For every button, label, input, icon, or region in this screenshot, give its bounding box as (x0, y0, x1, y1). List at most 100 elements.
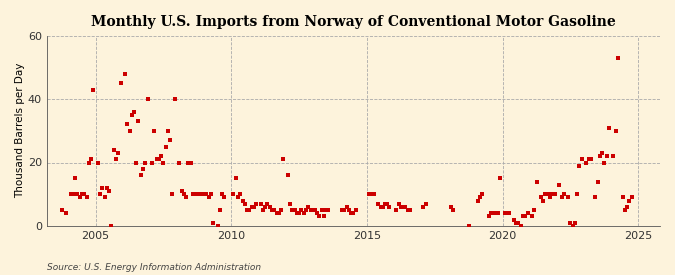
Point (341, 205, 352, 209)
Point (213, 224, 223, 228)
Point (205, 192, 216, 196)
Point (375, 205, 386, 209)
Point (404, 208, 415, 212)
Point (601, 154, 612, 158)
Point (106, 224, 117, 228)
Point (188, 192, 198, 196)
Point (173, 160, 184, 165)
Point (529, 208, 540, 212)
Y-axis label: Thousand Barrels per Day: Thousand Barrels per Day (15, 63, 25, 199)
Point (350, 208, 361, 212)
Point (520, 214, 531, 219)
Point (158, 160, 169, 165)
Point (522, 211, 533, 215)
Point (176, 189, 187, 193)
Point (233, 195, 244, 200)
Point (95, 192, 105, 196)
Point (612, 56, 623, 60)
Point (380, 202, 391, 206)
Point (86, 157, 97, 161)
Point (163, 129, 173, 133)
Point (472, 198, 483, 203)
Point (269, 208, 279, 212)
Point (448, 208, 458, 212)
Point (445, 205, 456, 209)
Point (620, 208, 630, 212)
Point (88, 87, 99, 92)
Point (81, 195, 92, 200)
Point (129, 110, 140, 114)
Point (97, 186, 108, 190)
Point (558, 192, 569, 196)
Point (531, 179, 542, 184)
Point (298, 211, 309, 215)
Point (185, 160, 196, 165)
Point (477, 192, 487, 196)
Point (626, 195, 637, 200)
Point (56, 208, 67, 212)
Point (369, 192, 379, 196)
Point (219, 195, 230, 200)
Point (513, 221, 524, 225)
Point (475, 195, 485, 200)
Point (285, 202, 296, 206)
Text: Source: U.S. Energy Information Administration: Source: U.S. Energy Information Administ… (47, 263, 261, 272)
Point (61, 211, 72, 215)
Point (201, 192, 212, 196)
Point (486, 211, 497, 215)
Point (126, 113, 137, 117)
Point (258, 208, 269, 212)
Point (608, 154, 619, 158)
Point (339, 208, 350, 212)
Point (235, 192, 246, 196)
Point (133, 119, 144, 123)
Point (319, 214, 329, 219)
Point (251, 202, 262, 206)
Point (364, 192, 375, 196)
Point (244, 208, 255, 212)
Point (156, 154, 167, 158)
Point (314, 214, 325, 219)
Point (140, 160, 151, 165)
Point (192, 192, 202, 196)
Point (109, 148, 119, 152)
Point (312, 211, 323, 215)
Point (65, 192, 76, 196)
Point (217, 192, 227, 196)
Point (316, 208, 327, 212)
Point (287, 208, 298, 212)
Point (488, 211, 499, 215)
Point (215, 208, 225, 212)
Point (565, 221, 576, 225)
Point (240, 202, 250, 206)
Point (228, 192, 239, 196)
Point (592, 179, 603, 184)
Point (72, 192, 83, 196)
Point (305, 208, 316, 212)
Point (538, 198, 549, 203)
Point (421, 202, 431, 206)
Point (296, 208, 306, 212)
Point (124, 129, 135, 133)
Point (113, 151, 124, 155)
Point (595, 154, 605, 158)
Point (190, 192, 200, 196)
Point (138, 167, 148, 171)
Point (111, 157, 122, 161)
Point (294, 211, 304, 215)
Point (265, 205, 275, 209)
Point (167, 192, 178, 196)
Point (622, 205, 632, 209)
Point (273, 211, 284, 215)
Point (149, 129, 160, 133)
Point (122, 122, 133, 127)
Point (585, 157, 596, 161)
Point (292, 211, 302, 215)
Point (400, 205, 411, 209)
Point (136, 173, 146, 177)
Point (260, 205, 271, 209)
Point (502, 211, 512, 215)
Point (617, 195, 628, 200)
Point (74, 195, 85, 200)
Point (246, 205, 257, 209)
